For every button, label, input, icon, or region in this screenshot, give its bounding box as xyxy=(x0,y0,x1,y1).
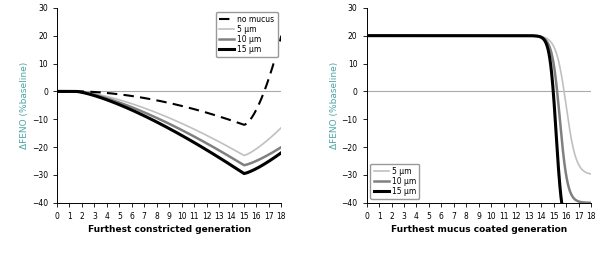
X-axis label: Furthest constricted generation: Furthest constricted generation xyxy=(88,225,251,234)
Legend: no mucus, 5 μm, 10 μm, 15 μm: no mucus, 5 μm, 10 μm, 15 μm xyxy=(216,12,278,57)
Legend: 5 μm, 10 μm, 15 μm: 5 μm, 10 μm, 15 μm xyxy=(370,164,419,199)
Y-axis label: ΔFENO (%baseline): ΔFENO (%baseline) xyxy=(20,62,29,149)
Y-axis label: ΔFENO (%baseline): ΔFENO (%baseline) xyxy=(329,62,338,149)
X-axis label: Furthest mucus coated generation: Furthest mucus coated generation xyxy=(391,225,567,234)
